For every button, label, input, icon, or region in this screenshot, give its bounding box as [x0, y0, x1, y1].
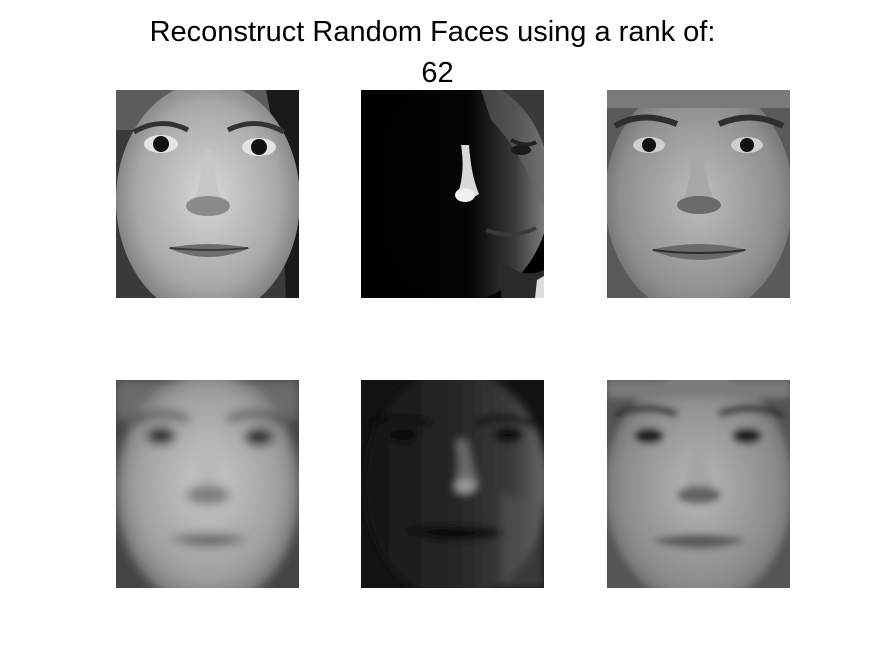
figure-rank-value: 62: [421, 57, 454, 89]
original-face-1-image: [116, 90, 299, 298]
reconstructed-face-1-image: [116, 380, 299, 588]
reconstructed-face-2: [361, 380, 544, 588]
original-face-3: [607, 90, 790, 298]
original-face-1: [116, 90, 299, 298]
original-face-2: [361, 90, 544, 298]
reconstructed-face-1: [116, 380, 299, 588]
reconstructed-face-2-image: [361, 380, 544, 588]
reconstructed-face-3: [607, 380, 790, 588]
reconstructed-face-3-image: [607, 380, 790, 588]
figure-title: Reconstruct Random Faces using a rank of…: [149, 16, 716, 48]
original-face-2-image: [361, 90, 544, 298]
original-face-3-image: [607, 90, 790, 298]
